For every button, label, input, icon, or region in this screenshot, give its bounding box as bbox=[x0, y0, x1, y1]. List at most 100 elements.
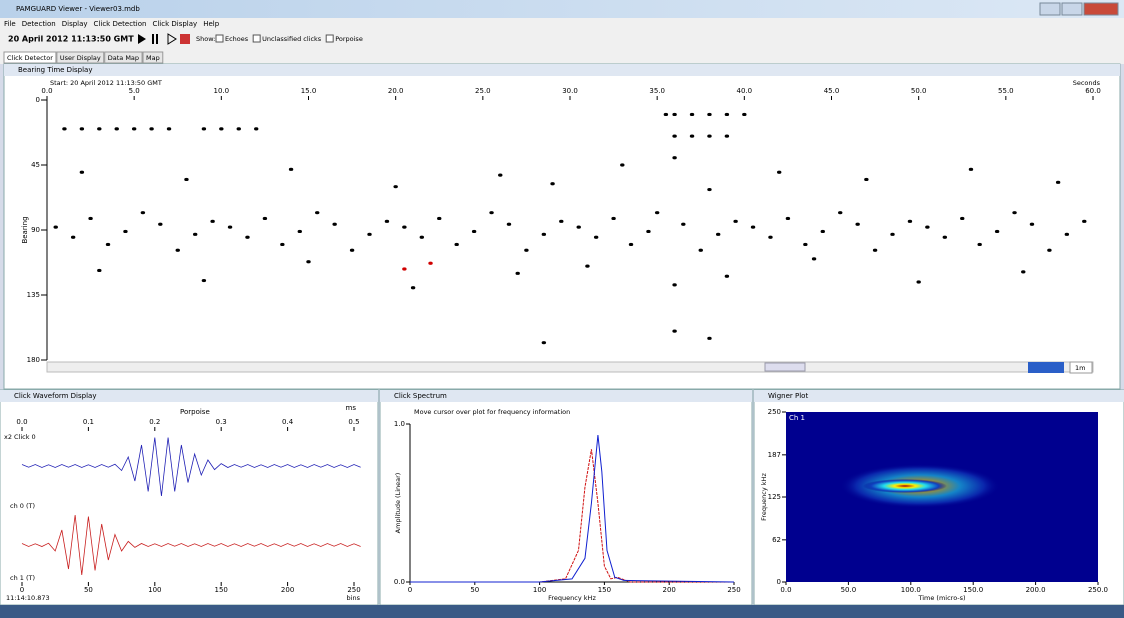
click-dot bbox=[498, 173, 503, 177]
minimize[interactable] bbox=[1039, 2, 1061, 16]
click-dot bbox=[332, 222, 337, 226]
click-dot bbox=[367, 232, 372, 236]
checkbox[interactable] bbox=[325, 34, 334, 43]
title-bar bbox=[0, 0, 1124, 18]
pause-button[interactable] bbox=[152, 34, 154, 44]
click-dot bbox=[131, 127, 137, 131]
axis-label: Time (micro-s) bbox=[917, 594, 965, 602]
x-tick-label: 200 bbox=[663, 586, 676, 594]
x-tick-label: 0.0 bbox=[41, 87, 52, 95]
window-title: PAMGUARD Viewer - Viewer03.mdb bbox=[16, 5, 140, 13]
axis-label: Seconds bbox=[1073, 79, 1101, 87]
click-dot bbox=[515, 271, 520, 275]
panel-title: Click Waveform Display bbox=[14, 392, 96, 400]
x-tick-label: 250 bbox=[727, 586, 740, 594]
click-dot bbox=[1012, 211, 1017, 215]
x-tick-label: 250 bbox=[347, 586, 360, 594]
close[interactable] bbox=[1083, 2, 1119, 16]
checkbox-label: Unclassified clicks bbox=[262, 35, 322, 43]
x-tick-label: 30.0 bbox=[562, 87, 578, 95]
channel-label: ch 0 (T) bbox=[10, 502, 35, 510]
tab[interactable] bbox=[104, 51, 143, 64]
click-dot bbox=[750, 225, 756, 229]
checkbox[interactable] bbox=[252, 34, 261, 43]
click-dot bbox=[175, 248, 180, 252]
click-dot bbox=[79, 127, 85, 131]
channel-label: Click 0 bbox=[14, 433, 36, 441]
show-label: Show: bbox=[196, 35, 215, 43]
x-tick-label: 60.0 bbox=[1085, 87, 1101, 95]
menu-item[interactable]: Display bbox=[62, 20, 88, 28]
click-dot bbox=[672, 112, 677, 117]
click-dot bbox=[872, 248, 878, 252]
click-dot bbox=[724, 134, 730, 138]
click-dot bbox=[210, 219, 215, 223]
x-tick-label: 150 bbox=[598, 586, 611, 594]
note: Move cursor over plot for frequency info… bbox=[414, 408, 570, 416]
click-dot bbox=[855, 222, 860, 226]
x-tick-label: 15.0 bbox=[301, 87, 317, 95]
y-tick-label: 135 bbox=[27, 291, 40, 299]
menu-item[interactable]: Click Detection bbox=[94, 20, 147, 28]
maximize[interactable] bbox=[1061, 2, 1083, 16]
scroll-thumb[interactable] bbox=[764, 362, 806, 372]
x-tick-label: 5.0 bbox=[129, 87, 140, 95]
y-tick-label: 62 bbox=[772, 536, 781, 544]
click-dot bbox=[715, 232, 721, 236]
click-dot bbox=[672, 283, 677, 287]
click-dot bbox=[1055, 180, 1061, 184]
bearing-panel bbox=[3, 63, 1121, 390]
x-tick-label: 45.0 bbox=[824, 87, 840, 95]
tab[interactable] bbox=[3, 51, 57, 64]
x-tick-label: 20.0 bbox=[388, 87, 404, 95]
menu-item[interactable]: Help bbox=[203, 20, 220, 28]
y-tick-label: 45 bbox=[31, 161, 40, 169]
click-dot bbox=[402, 267, 407, 271]
tab[interactable] bbox=[56, 51, 105, 64]
step-button[interactable] bbox=[167, 33, 177, 45]
click-dot bbox=[838, 211, 843, 215]
click-dot bbox=[611, 216, 616, 221]
tab-label: Data Map bbox=[108, 54, 139, 62]
tab[interactable] bbox=[142, 51, 164, 64]
timestamp: 11:14:10.873 bbox=[6, 594, 50, 602]
menu-item[interactable]: Detection bbox=[22, 20, 56, 28]
click-dot bbox=[977, 242, 982, 247]
click-dot bbox=[219, 127, 224, 131]
click-dot bbox=[663, 112, 669, 117]
click-dot bbox=[297, 229, 302, 234]
click-dot bbox=[245, 235, 250, 239]
click-dot bbox=[724, 274, 730, 278]
click-dot bbox=[811, 257, 817, 261]
axis-label: ms bbox=[346, 404, 357, 412]
y-tick-label: 125 bbox=[768, 493, 781, 501]
click-dot bbox=[70, 235, 76, 239]
click-dot bbox=[541, 232, 547, 236]
click-dot bbox=[280, 242, 285, 247]
click-dot bbox=[942, 235, 948, 239]
nav-buttons[interactable] bbox=[1028, 362, 1064, 373]
zoom-box[interactable] bbox=[1069, 361, 1093, 374]
play-button[interactable] bbox=[138, 34, 146, 44]
click-dot bbox=[524, 248, 529, 252]
waveform-panel bbox=[0, 389, 379, 606]
menu-item[interactable]: File bbox=[4, 20, 16, 28]
channel-label: Ch 1 bbox=[789, 414, 805, 422]
click-dot bbox=[890, 232, 895, 236]
click-dot bbox=[785, 216, 791, 221]
click-dot bbox=[489, 211, 494, 215]
menu-item[interactable]: Click Display bbox=[152, 20, 197, 28]
waveform bbox=[21, 437, 361, 497]
x-tick-label: 0.5 bbox=[348, 418, 359, 426]
checkbox[interactable] bbox=[215, 34, 224, 43]
x-tick-label: 250.0 bbox=[1088, 586, 1108, 594]
panel-header bbox=[0, 390, 378, 402]
y-tick-label: 90 bbox=[31, 226, 40, 234]
click-dot bbox=[79, 170, 85, 174]
grid-button[interactable] bbox=[180, 34, 190, 44]
click-dot bbox=[149, 127, 154, 131]
x-tick-label: 200 bbox=[281, 586, 294, 594]
click-dot bbox=[925, 225, 930, 229]
panel-title: Click Spectrum bbox=[394, 392, 447, 400]
scrollbar[interactable] bbox=[46, 361, 1094, 373]
